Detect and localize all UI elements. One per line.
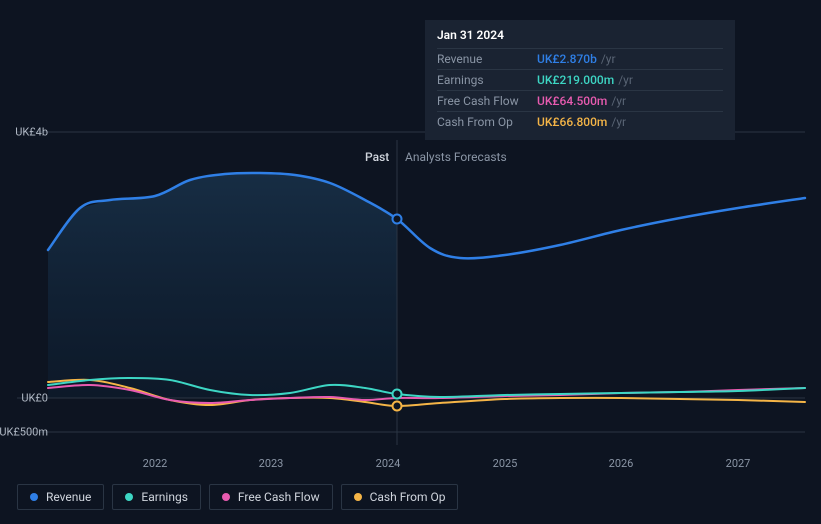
x-axis-label: 2024 xyxy=(376,457,401,470)
tooltip-row: Free Cash FlowUK£64.500m/yr xyxy=(437,90,723,111)
legend-item-earnings[interactable]: Earnings xyxy=(112,484,201,510)
tooltip-metric-label: Cash From Op xyxy=(437,115,537,129)
tooltip-metric-value: UK£2.870b xyxy=(537,52,597,66)
section-label-past: Past xyxy=(365,150,389,164)
x-axis-label: 2025 xyxy=(493,457,518,470)
y-axis-label: UK£4b xyxy=(15,126,48,139)
legend-label: Revenue xyxy=(46,490,91,504)
tooltip-row: EarningsUK£219.000m/yr xyxy=(437,69,723,90)
legend-dot-icon xyxy=(222,493,230,501)
tooltip-metric-unit: /yr xyxy=(618,73,633,87)
y-axis-label: -UK£500m xyxy=(0,426,48,439)
tooltip-metric-value: UK£219.000m xyxy=(537,73,614,87)
x-axis-label: 2023 xyxy=(259,457,284,470)
x-axis-label: 2027 xyxy=(726,457,751,470)
chart-tooltip: Jan 31 2024 RevenueUK£2.870b/yrEarningsU… xyxy=(425,20,735,140)
tooltip-row: RevenueUK£2.870b/yr xyxy=(437,48,723,69)
legend-dot-icon xyxy=(354,493,362,501)
tooltip-row: Cash From OpUK£66.800m/yr xyxy=(437,111,723,132)
tooltip-metric-value: UK£64.500m xyxy=(537,94,607,108)
tooltip-metric-unit: /yr xyxy=(601,52,616,66)
legend-dot-icon xyxy=(30,493,38,501)
y-axis-label: UK£0 xyxy=(21,392,48,405)
financial-chart: UK£4b UK£0 -UK£500m 2022 2023 2024 2025 2026 20… xyxy=(0,0,821,524)
x-axis-label: 2026 xyxy=(609,457,634,470)
legend-label: Free Cash Flow xyxy=(238,490,320,504)
tooltip-metric-label: Earnings xyxy=(437,73,537,87)
legend-label: Earnings xyxy=(141,490,188,504)
tooltip-metric-value: UK£66.800m xyxy=(537,115,607,129)
chart-legend: Revenue Earnings Free Cash Flow Cash From O… xyxy=(17,484,458,510)
legend-item-revenue[interactable]: Revenue xyxy=(17,484,104,510)
tooltip-date: Jan 31 2024 xyxy=(437,28,723,42)
legend-dot-icon xyxy=(125,493,133,501)
section-label-forecast: Analysts Forecasts xyxy=(405,150,507,164)
tooltip-metric-unit: /yr xyxy=(611,94,626,108)
tooltip-metric-unit: /yr xyxy=(611,115,626,129)
legend-item-free-cash-flow[interactable]: Free Cash Flow xyxy=(209,484,333,510)
legend-item-cash-from-op[interactable]: Cash From Op xyxy=(341,484,459,510)
legend-label: Cash From Op xyxy=(370,490,446,504)
tooltip-metric-label: Revenue xyxy=(437,52,537,66)
x-axis-label: 2022 xyxy=(143,457,168,470)
tooltip-metric-label: Free Cash Flow xyxy=(437,94,537,108)
